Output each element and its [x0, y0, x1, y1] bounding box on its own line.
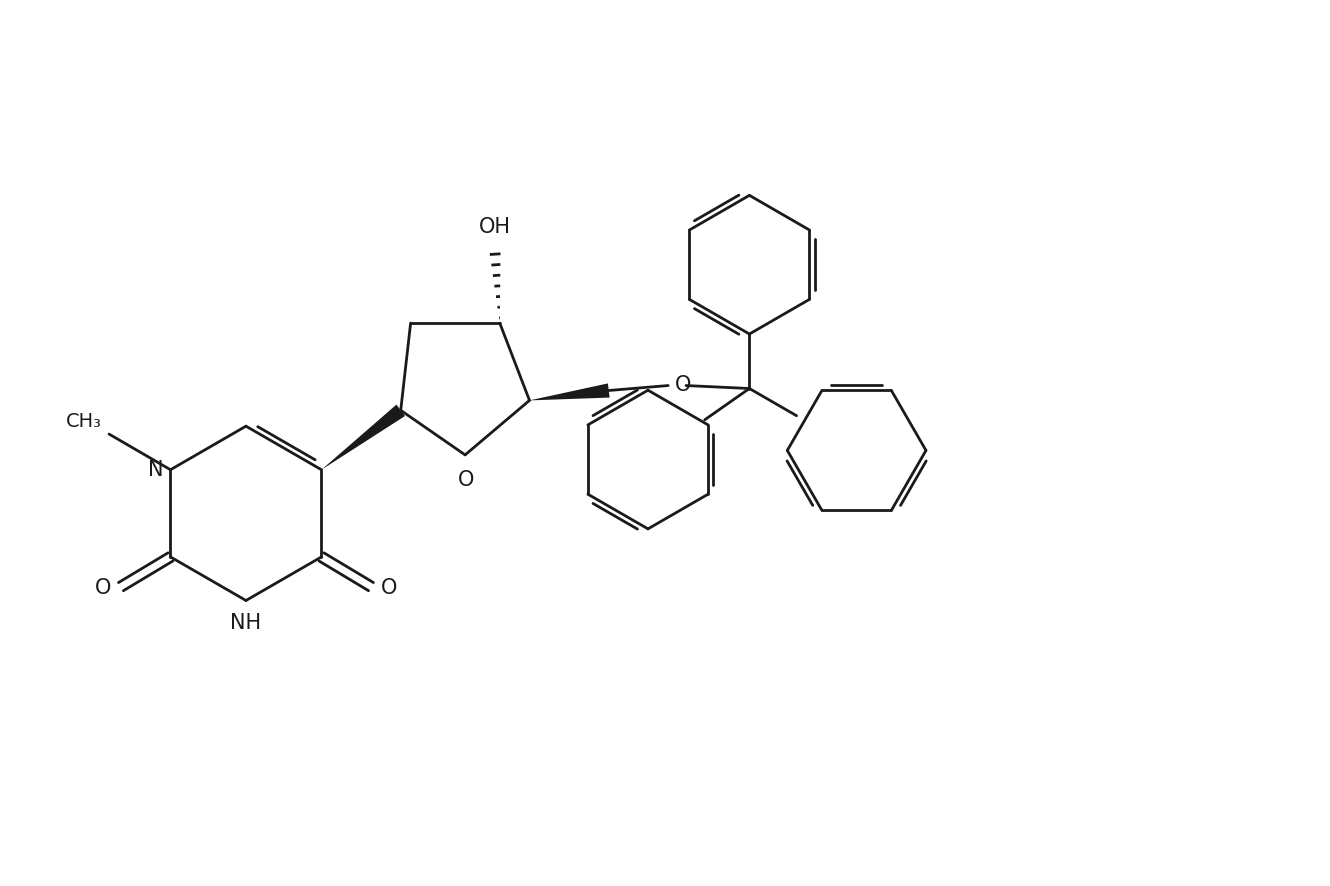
Text: CH₃: CH₃: [66, 412, 102, 431]
Text: NH: NH: [230, 613, 262, 633]
Text: O: O: [380, 577, 398, 597]
Polygon shape: [529, 384, 609, 401]
Text: O: O: [458, 470, 475, 489]
Text: O: O: [676, 374, 692, 394]
Text: N: N: [148, 459, 164, 479]
Text: O: O: [94, 577, 110, 597]
Text: OH: OH: [479, 217, 511, 237]
Polygon shape: [322, 405, 406, 470]
